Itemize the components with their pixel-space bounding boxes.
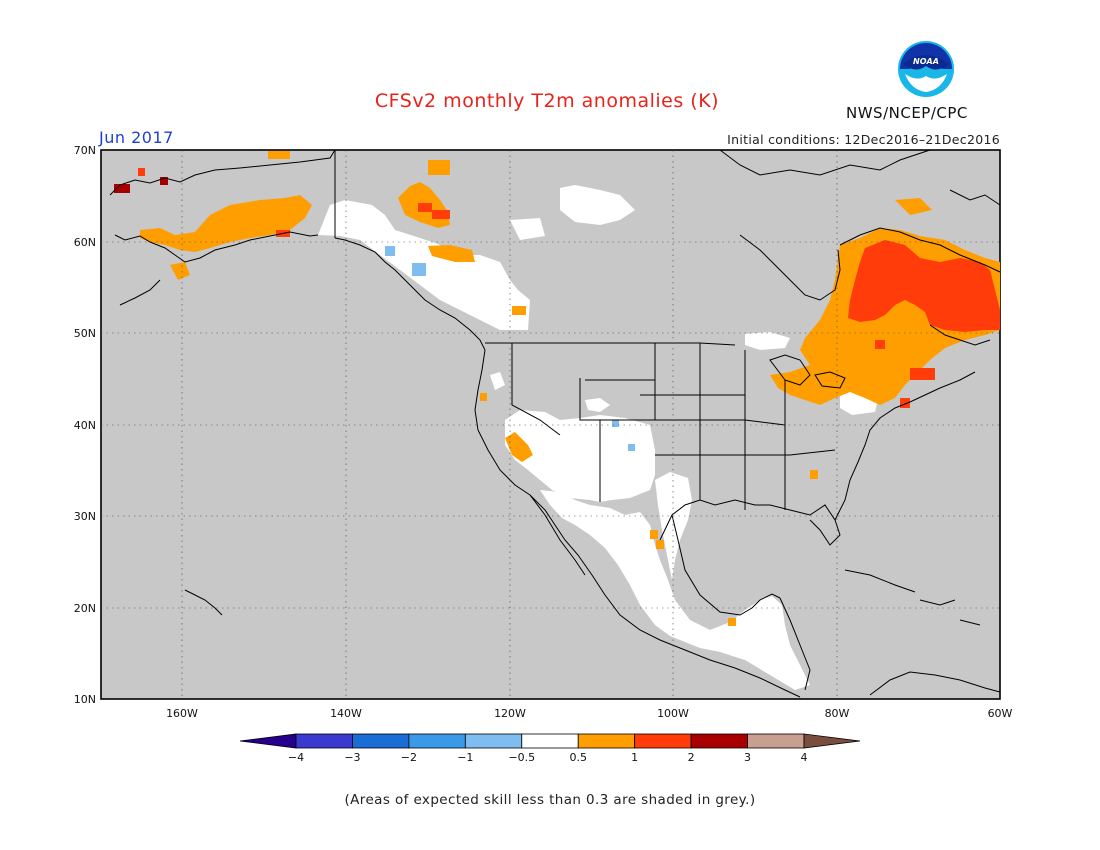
colorbar-bin <box>408 733 466 749</box>
lat-label: 30N <box>74 510 96 523</box>
colorbar-label: −2 <box>401 751 417 764</box>
colorbar-bin <box>634 733 692 749</box>
colorbar-end-low <box>239 733 297 749</box>
longitude-labels: 160W 140W 120W 100W 80W 60W <box>166 707 1012 720</box>
lat-label: 50N <box>74 327 96 340</box>
colorbar-bin <box>521 733 579 749</box>
lon-label: 160W <box>166 707 198 720</box>
colorbar-label: −3 <box>344 751 360 764</box>
agency-label: NWS/NCEP/CPC <box>846 104 968 122</box>
colorbar-bin <box>577 733 636 749</box>
lat-label: 60N <box>74 236 96 249</box>
colorbar-bin <box>352 733 410 749</box>
cool-anomaly-areas <box>385 246 635 451</box>
colorbar-label: 2 <box>688 751 695 764</box>
lat-label: 40N <box>74 419 96 432</box>
lon-label: 60W <box>988 707 1013 720</box>
warm-anomaly-areas <box>114 151 1000 626</box>
colorbar-label: 3 <box>744 751 751 764</box>
footnote: (Areas of expected skill less than 0.3 a… <box>344 792 756 808</box>
colorbar-label: −0.5 <box>508 751 535 764</box>
colorbar-bin <box>464 733 523 749</box>
colorbar-label: −1 <box>457 751 473 764</box>
colorbar-bin <box>690 733 748 749</box>
lat-label: 10N <box>74 693 96 706</box>
colorbar-label: −4 <box>288 751 304 764</box>
lon-label: 100W <box>657 707 689 720</box>
colorbar-label: 4 <box>801 751 808 764</box>
noaa-logo: NOAA <box>898 41 954 97</box>
colorbar-end-high <box>803 733 861 749</box>
figure-title: CFSv2 monthly T2m anomalies (K) <box>374 90 720 112</box>
initial-conditions: Initial conditions: 12Dec2016–21Dec2016 <box>727 132 1000 147</box>
coastlines-and-borders <box>109 149 1001 698</box>
lat-label: 70N <box>74 144 96 157</box>
noaa-logo-text: NOAA <box>913 57 939 66</box>
lat-label: 20N <box>74 602 96 615</box>
colorbar-bin <box>295 733 353 749</box>
colorbar: −4 −3 −2 −1 −0.5 0.5 1 2 3 4 <box>239 733 861 764</box>
colorbar-label: 0.5 <box>569 751 587 764</box>
latitude-labels: 70N 60N 50N 40N 30N 20N 10N <box>74 144 96 706</box>
lon-label: 140W <box>330 707 362 720</box>
lon-label: 120W <box>494 707 526 720</box>
graticule <box>101 150 1000 699</box>
colorbar-label: 1 <box>631 751 638 764</box>
colorbar-bin <box>747 733 805 749</box>
forecast-month: Jun 2017 <box>99 128 174 147</box>
lon-label: 80W <box>825 707 850 720</box>
